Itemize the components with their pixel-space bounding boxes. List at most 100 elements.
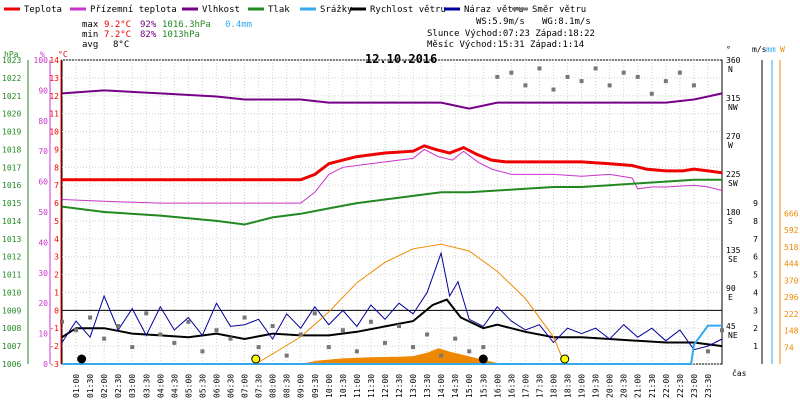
wind-direction-point bbox=[298, 332, 303, 337]
axis-hpa-tick: 1020 bbox=[2, 110, 21, 119]
stat-max-temp: 9.2°C bbox=[104, 20, 131, 30]
series-srážky bbox=[62, 324, 722, 365]
axis-x-tick: 13:30 bbox=[423, 374, 432, 398]
axis-ms-tick: 1 bbox=[753, 342, 758, 351]
axis-degc-tick: -3 bbox=[49, 360, 59, 369]
series-rychlost-větru bbox=[61, 298, 723, 348]
axis-pct-label: % bbox=[40, 50, 45, 59]
wind-direction-point bbox=[242, 315, 247, 320]
stat-max-label: max bbox=[82, 20, 99, 30]
plot-area bbox=[61, 59, 723, 365]
axis-ms-tick: 7 bbox=[753, 235, 758, 244]
axis-degc-tick: 7 bbox=[54, 181, 59, 190]
wind-direction-point bbox=[312, 311, 317, 316]
axis-dir-tick: 225 bbox=[726, 170, 741, 179]
axis-x-tick: 06:00 bbox=[212, 374, 221, 398]
wind-direction-point bbox=[691, 83, 696, 88]
axis-degc-tick: 4 bbox=[54, 235, 59, 244]
wind-direction-point bbox=[635, 74, 640, 79]
stat-avg-temp: 8°C bbox=[113, 40, 129, 50]
axis-ms-tick: 3 bbox=[753, 306, 758, 315]
legend-label: Teplota bbox=[24, 5, 62, 15]
axis-x-tick: 18:00 bbox=[549, 374, 558, 398]
axis-x-tick: 14:30 bbox=[451, 374, 460, 398]
series-vlhkost bbox=[61, 89, 723, 110]
axis-dir-label: NE bbox=[728, 331, 738, 340]
marker-moonrise bbox=[478, 354, 488, 364]
stat-min-hum: 82% bbox=[140, 30, 157, 40]
axis-dir-tick: 270 bbox=[726, 132, 741, 141]
axis-hpa-tick: 1019 bbox=[2, 128, 21, 137]
axis-x-tick: 14:00 bbox=[437, 374, 446, 398]
stat-wg: WG:8.1m/s bbox=[542, 17, 591, 27]
axis-ms-label: m/s bbox=[752, 45, 767, 54]
wind-direction-point bbox=[102, 336, 107, 341]
axis-dir-tick: 180 bbox=[726, 208, 741, 217]
axis-x-tick: 06:30 bbox=[227, 374, 236, 398]
axis-degc-tick: 9 bbox=[54, 145, 59, 154]
axis-hpa-tick: 1008 bbox=[2, 324, 21, 333]
series-tlak bbox=[61, 178, 722, 226]
axis-hpa-tick: 1006 bbox=[2, 360, 21, 369]
axis-x-tick: 16:30 bbox=[507, 374, 516, 398]
axis-x-label: čas bbox=[732, 368, 747, 378]
wind-direction-point bbox=[677, 70, 682, 75]
wind-direction-point bbox=[453, 336, 458, 341]
axis-dir-label: N bbox=[728, 65, 733, 74]
legend-label: Srážky bbox=[320, 5, 353, 15]
axis-w-tick: 592 bbox=[784, 226, 799, 235]
axis-x-tick: 05:00 bbox=[184, 374, 193, 398]
wind-direction-point bbox=[663, 79, 668, 84]
legend-label: Tlak bbox=[268, 5, 290, 15]
wind-direction-point bbox=[200, 349, 205, 354]
axis-hpa-tick: 1016 bbox=[2, 181, 21, 190]
axis-hpa-tick: 1022 bbox=[2, 74, 21, 83]
axis-x-tick: 09:00 bbox=[297, 374, 306, 398]
stat-min-label: min bbox=[82, 30, 98, 40]
axis-x-tick: 23:00 bbox=[690, 374, 699, 398]
axis-x-tick: 20:30 bbox=[620, 374, 629, 398]
wind-direction-point bbox=[397, 324, 402, 328]
axis-ms-tick: 6 bbox=[753, 253, 758, 262]
axis-hpa-tick: 1021 bbox=[2, 92, 21, 101]
axis-degc-tick: 6 bbox=[54, 199, 59, 208]
axis-degc-tick: 12 bbox=[49, 92, 59, 101]
axis-ms-tick: 5 bbox=[753, 271, 758, 280]
axis-x-tick: 11:00 bbox=[353, 374, 362, 398]
wind-direction-point bbox=[74, 328, 79, 333]
chart-stats: max 9.2°C 92% 1016.3hPa 0.4mm min 7.2°C … bbox=[82, 17, 595, 66]
axis-degc-tick: -1 bbox=[49, 324, 59, 333]
axis-x-tick: 21:00 bbox=[634, 374, 643, 398]
chart-axes: hPa% °C1023102210211020101910181017101610… bbox=[2, 45, 799, 398]
legend-label: Rychlost větru bbox=[370, 5, 446, 15]
chart-legend: Teplota Přízemní teplota Vlhkost Tlak Srážky… bbox=[4, 5, 586, 15]
wind-direction-point bbox=[144, 311, 149, 316]
axis-x-tick: 11:30 bbox=[367, 374, 376, 398]
wind-direction-point bbox=[256, 345, 261, 350]
axis-dir-tick: 360 bbox=[726, 56, 741, 65]
axis-x-tick: 08:30 bbox=[283, 374, 292, 398]
stat-sun: Slunce Východ:07:23 Západ:18:22 bbox=[427, 29, 595, 39]
wind-direction-point bbox=[607, 83, 612, 88]
axis-hpa-tick: 1018 bbox=[2, 145, 21, 154]
wind-direction-point bbox=[439, 353, 444, 358]
wind-direction-point bbox=[116, 324, 121, 328]
axis-hpa-tick: 1011 bbox=[2, 271, 21, 280]
wind-direction-point bbox=[509, 70, 514, 75]
wind-direction-point bbox=[593, 66, 598, 71]
wind-direction-point bbox=[467, 349, 472, 354]
series-teplota bbox=[62, 144, 723, 182]
wind-direction-point bbox=[579, 79, 584, 84]
wind-direction-point bbox=[720, 328, 724, 333]
sunshine-area bbox=[300, 348, 503, 364]
axis-w-tick: 296 bbox=[784, 293, 799, 302]
axis-w-label: W bbox=[780, 45, 785, 54]
axis-x-tick: 15:30 bbox=[479, 374, 488, 398]
chart-title: 12.10.2016 bbox=[365, 52, 437, 66]
wind-direction-point bbox=[705, 349, 710, 354]
axis-dir-tick: 135 bbox=[726, 246, 741, 255]
chart-grid bbox=[61, 59, 723, 365]
wind-direction-point bbox=[172, 340, 177, 345]
axis-degc-tick: 8 bbox=[54, 163, 59, 172]
